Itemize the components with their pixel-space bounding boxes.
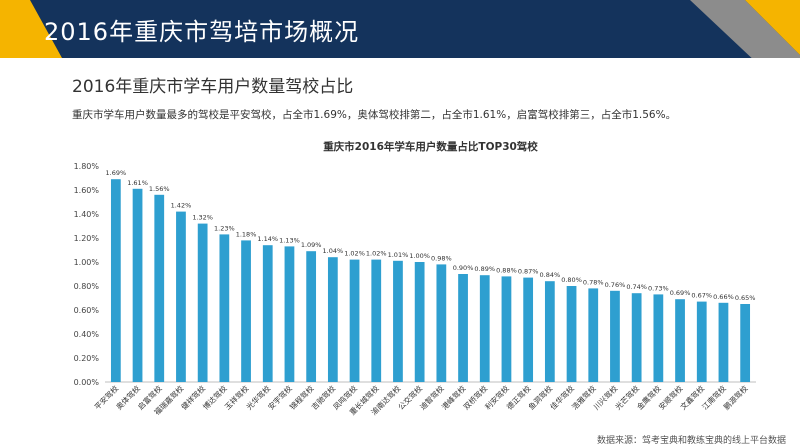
page-title: 2016年重庆市驾培市场概况 (44, 18, 360, 46)
y-tick-label: 0.80% (74, 282, 100, 291)
y-tick-label: 1.80% (74, 162, 100, 171)
data-label: 1.23% (214, 224, 235, 232)
bar (306, 251, 317, 382)
bar (544, 281, 555, 382)
data-label: 1.01% (388, 251, 409, 259)
y-tick-label: 0.20% (74, 354, 100, 363)
data-label: 1.18% (236, 230, 257, 238)
data-label: 1.09% (301, 241, 322, 249)
data-label: 0.84% (540, 271, 561, 279)
section-description: 重庆市学车用户数量最多的驾校是平安驾校，占全市1.69%，奥体驾校排第二，占全市… (72, 109, 677, 121)
y-tick-label: 0.00% (74, 378, 100, 387)
bar (349, 259, 360, 382)
y-tick-label: 0.40% (74, 330, 100, 339)
bar (653, 294, 664, 382)
bar (154, 194, 165, 382)
data-label: 0.87% (518, 268, 539, 276)
data-label: 0.90% (453, 264, 474, 272)
yellow-corner-shape (745, 0, 800, 55)
bar (241, 240, 251, 382)
data-label: 0.65% (735, 294, 756, 302)
y-tick-label: 1.40% (74, 210, 100, 219)
data-label: 0.76% (605, 281, 626, 289)
data-label: 0.98% (431, 254, 452, 262)
data-label: 1.02% (366, 250, 387, 258)
bar (631, 293, 642, 382)
y-tick-label: 1.00% (74, 258, 100, 267)
bar (696, 301, 707, 382)
header-bar: 2016年重庆市驾培市场概况 (0, 0, 800, 58)
bar (501, 276, 512, 382)
bar (523, 277, 534, 382)
gray-accent-shape (690, 0, 800, 58)
yellow-accent-shape (0, 0, 62, 58)
bar (566, 286, 577, 382)
bar (176, 211, 186, 382)
data-label: 1.04% (323, 247, 344, 255)
bar (371, 259, 382, 382)
bar (740, 304, 751, 382)
bar (675, 299, 685, 382)
y-tick-label: 1.20% (74, 234, 100, 243)
bar (284, 246, 295, 382)
data-label: 0.73% (648, 284, 669, 292)
bar (262, 245, 273, 382)
bar (414, 262, 425, 382)
bar (219, 234, 230, 382)
x-tick-label: 鹏源驾校 (721, 383, 750, 412)
section-title: 2016年重庆市学车用户数量驾校占比 (72, 77, 354, 97)
bar (132, 188, 143, 382)
data-label: 0.67% (691, 292, 712, 300)
bar (458, 274, 468, 382)
data-label: 0.66% (713, 293, 734, 301)
bar (327, 257, 338, 382)
bar (610, 290, 620, 382)
y-tick-label: 0.60% (74, 306, 100, 315)
data-label: 0.88% (496, 266, 517, 274)
bar (197, 223, 208, 382)
data-label: 1.02% (344, 250, 365, 258)
bar (110, 179, 121, 382)
data-label: 0.74% (626, 283, 647, 291)
header-decoration (0, 0, 800, 58)
data-label: 1.69% (106, 169, 127, 177)
chart-title: 重庆市2016年学车用户数量占比TOP30驾校 (323, 140, 538, 153)
data-label: 1.00% (409, 252, 430, 260)
data-label: 0.80% (561, 276, 582, 284)
data-label: 1.14% (257, 235, 278, 243)
data-label: 0.78% (583, 278, 604, 286)
data-label: 0.89% (474, 265, 495, 273)
bar (436, 264, 447, 382)
bar (588, 288, 599, 382)
data-label: 1.42% (171, 202, 192, 210)
data-label: 0.69% (670, 289, 691, 297)
data-label: 1.32% (192, 214, 213, 222)
bar (393, 260, 403, 382)
bar (718, 302, 729, 382)
data-label: 1.56% (149, 185, 170, 193)
data-source-note: 数据来源：驾考宝典和教练宝典的线上平台数据 (596, 436, 786, 446)
data-label: 1.13% (279, 236, 300, 244)
data-label: 1.61% (127, 179, 148, 187)
y-tick-label: 1.60% (74, 186, 100, 195)
bar (479, 275, 490, 382)
